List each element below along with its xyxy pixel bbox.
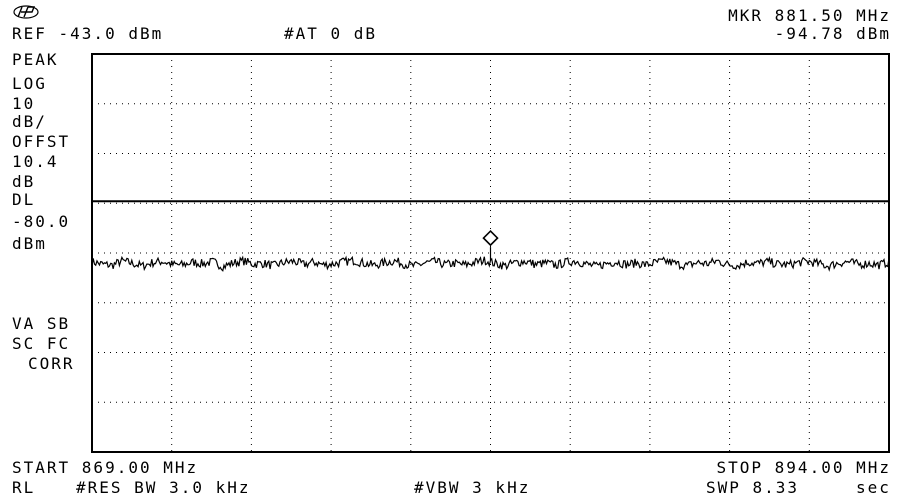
display-line-value: -80.0 xyxy=(12,212,71,231)
graticule xyxy=(92,54,889,452)
sc-flags-label: SC FC xyxy=(12,334,71,353)
correction-label: CORR xyxy=(28,354,75,373)
display-line-unit: dBm xyxy=(12,234,47,253)
marker-diamond xyxy=(482,229,499,261)
sweep-time-label: SWP 8.33 xyxy=(706,478,800,497)
marker-frequency-readout: MKR 881.50 MHz xyxy=(728,6,891,25)
start-frequency-label: START 869.00 MHz xyxy=(12,458,199,477)
marker-level-readout: -94.78 dBm xyxy=(774,24,891,43)
offset-unit-label: dB xyxy=(12,172,36,191)
scale-value-label: 10 xyxy=(12,94,36,113)
offset-value-label: 10.4 xyxy=(12,152,59,171)
spectrum-trace xyxy=(91,255,890,272)
stop-frequency-label: STOP 894.00 MHz xyxy=(716,458,891,477)
trace-flags-label: VA SB xyxy=(12,314,71,333)
rl-label: RL xyxy=(12,478,36,497)
scale-type-label: LOG xyxy=(12,74,47,93)
offset-label: OFFST xyxy=(12,132,71,151)
marker-diamond-icon xyxy=(482,229,499,247)
video-bandwidth-label: #VBW 3 kHz xyxy=(414,478,531,497)
scale-unit-label: dB/ xyxy=(12,112,47,131)
plot-frame xyxy=(91,53,890,453)
sweep-unit-label: sec xyxy=(856,478,891,497)
reference-level-label: REF -43.0 dBm xyxy=(12,24,164,43)
display-line-label: DL xyxy=(12,190,36,209)
hp-logo-icon xyxy=(13,5,39,19)
resolution-bandwidth-label: #RES BW 3.0 kHz xyxy=(76,478,251,497)
detector-mode-label: PEAK xyxy=(12,50,59,69)
attenuation-label: #AT 0 dB xyxy=(284,24,378,43)
